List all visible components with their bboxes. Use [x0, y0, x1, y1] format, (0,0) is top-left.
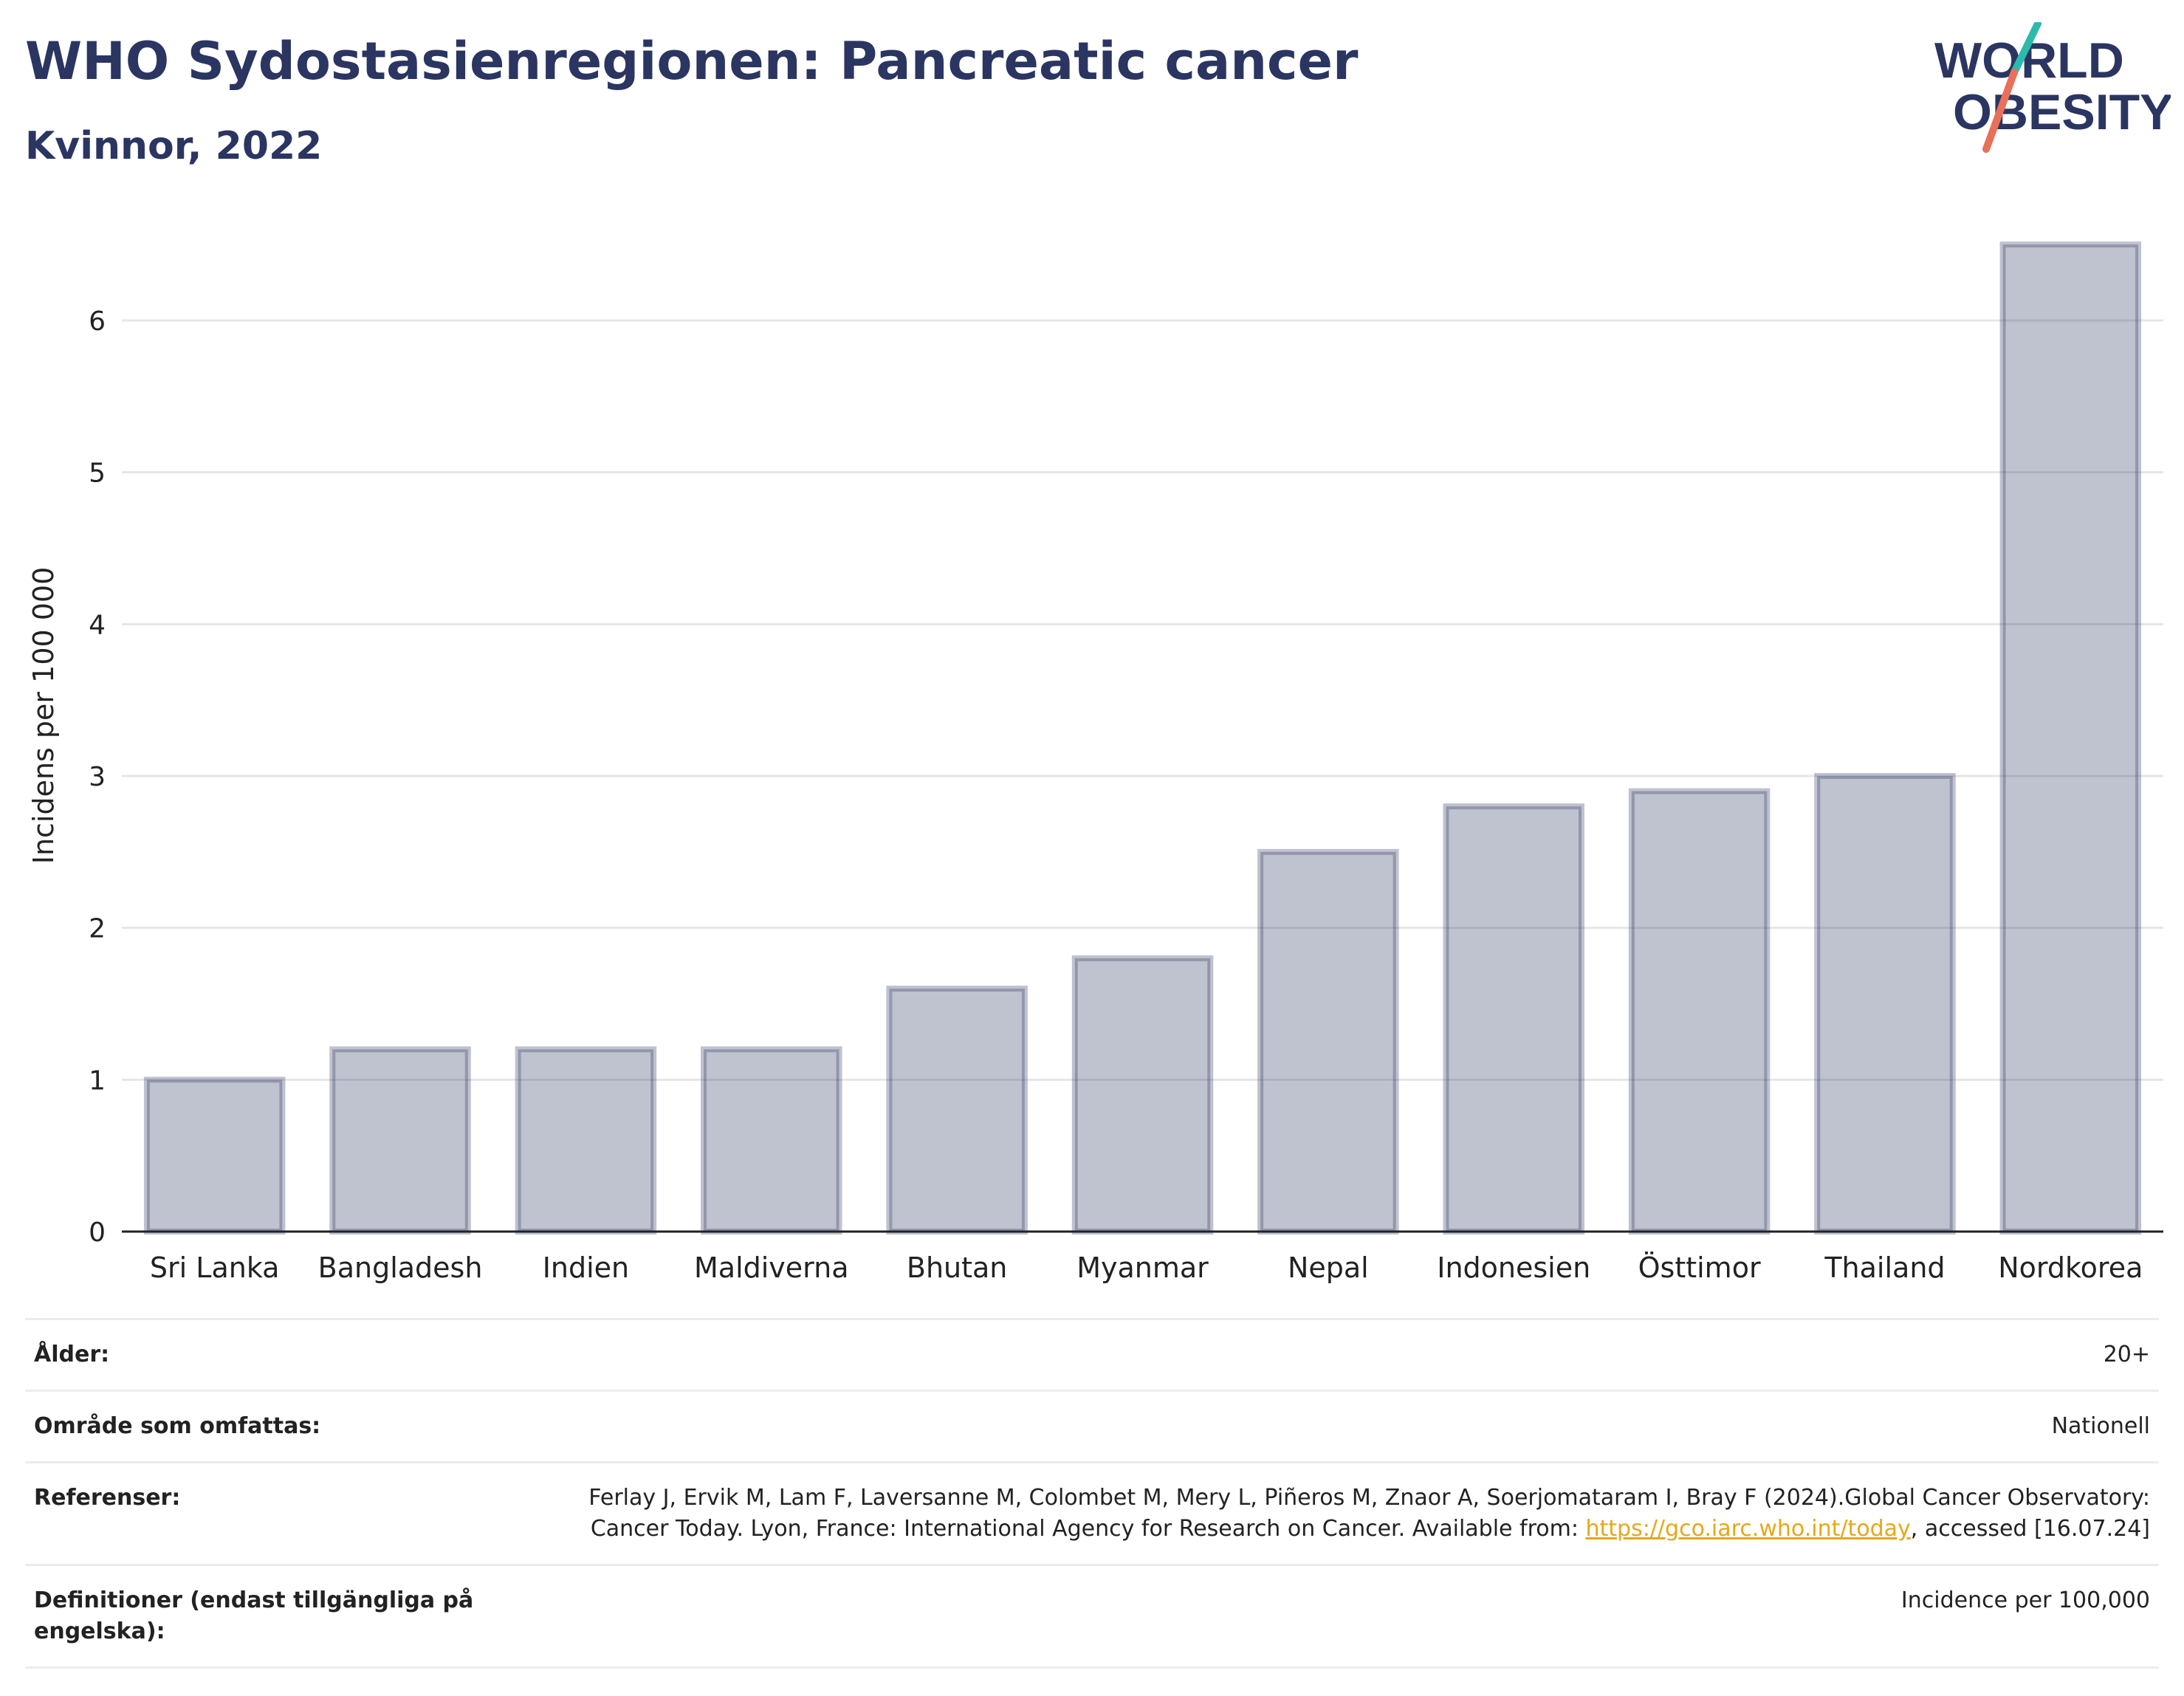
bar: [1999, 241, 2142, 1235]
world-obesity-logo: WORLD OBESITY: [1934, 22, 2171, 153]
x-tick-label: Nordkorea: [1998, 1252, 2143, 1284]
info-table: Ålder: 20+ Område som omfattas: Nationel…: [25, 1318, 2159, 1669]
bar: [1443, 803, 1584, 1235]
reference-text: Ferlay J, Ervik M, Lam F, Laversanne M, …: [588, 1485, 2150, 1542]
x-tick-label: Myanmar: [1076, 1252, 1209, 1284]
x-tick-label: Indonesien: [1437, 1252, 1590, 1284]
reference-accessed: , accessed [16.07.24]: [1910, 1516, 2150, 1542]
info-value: 20+: [2103, 1342, 2150, 1367]
x-tick-label: Indien: [543, 1252, 629, 1284]
y-axis-label: Incidens per 100 000: [27, 567, 60, 865]
y-tick-label: 0: [89, 1218, 106, 1248]
info-label: Definitioner (endast tillgängliga på eng…: [34, 1587, 474, 1644]
bar: [143, 1077, 286, 1235]
info-label: Ålder:: [34, 1342, 110, 1367]
y-tick-label: 1: [89, 1065, 106, 1096]
y-tick-label: 2: [89, 914, 106, 944]
bar: [886, 985, 1028, 1235]
x-tick-label: Bangladesh: [318, 1252, 483, 1284]
bar: [329, 1046, 471, 1235]
bar: [701, 1046, 842, 1235]
bar: [1257, 848, 1399, 1235]
info-value: Incidence per 100,000: [1900, 1587, 2150, 1613]
x-tick-label: Östtimor: [1638, 1252, 1761, 1284]
x-tick-label: Nepal: [1288, 1252, 1369, 1284]
y-tick-label: 5: [89, 459, 106, 489]
page-title: WHO Sydostasienregionen: Pancreatic canc…: [25, 31, 1359, 92]
info-value: Ferlay J, Ervik M, Lam F, Laversanne M, …: [526, 1483, 2150, 1545]
info-row-definitions: Definitioner (endast tillgängliga på eng…: [25, 1564, 2159, 1669]
bar: [1814, 772, 1956, 1235]
info-value: Nationell: [2051, 1413, 2150, 1439]
y-tick-label: 4: [89, 610, 106, 640]
info-label: Område som omfattas:: [34, 1413, 321, 1439]
info-row-age: Ålder: 20+: [25, 1318, 2159, 1390]
info-row-area: Område som omfattas: Nationell: [25, 1390, 2159, 1461]
x-tick-label: Thailand: [1824, 1252, 1945, 1284]
y-tick-label: 3: [89, 762, 106, 792]
y-tick-label: 6: [89, 306, 106, 337]
bar-chart: Sri Lanka Bangladesh Indien Maldiverna Bhuta…: [27, 241, 2163, 1284]
reference-link[interactable]: https://gco.iarc.who.int/today: [1585, 1516, 1911, 1542]
info-label: Referenser:: [34, 1485, 181, 1511]
x-tick-label: Bhutan: [907, 1252, 1008, 1284]
page-subtitle: Kvinnor, 2022: [25, 124, 323, 168]
x-tick-label: Sri Lanka: [150, 1252, 280, 1284]
x-tick-label: Maldiverna: [694, 1252, 849, 1284]
bar: [1071, 955, 1214, 1235]
bar: [1628, 788, 1771, 1235]
bar: [515, 1046, 657, 1235]
info-row-references: Referenser: Ferlay J, Ervik M, Lam F, La…: [25, 1461, 2159, 1564]
